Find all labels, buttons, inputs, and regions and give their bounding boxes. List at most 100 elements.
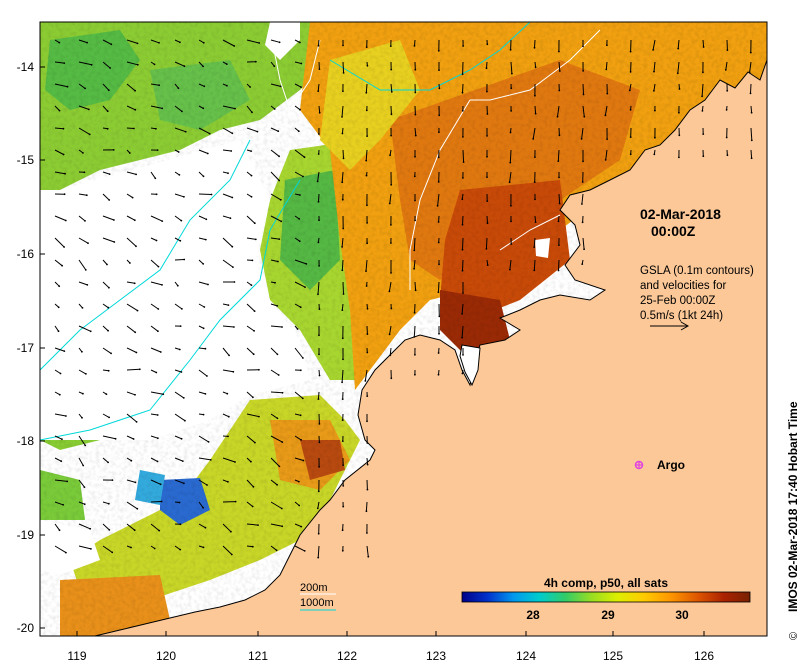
velocity-arrow: [126, 303, 138, 312]
velocity-arrow-head: [134, 331, 137, 334]
velocity-arrow-head: [388, 333, 391, 336]
velocity-arrow: [294, 281, 306, 288]
velocity-arrow: [270, 413, 278, 419]
velocity-arrow-head: [250, 284, 253, 286]
velocity-arrow: [294, 435, 302, 441]
velocity-arrow-head: [726, 89, 729, 92]
velocity-arrow: [532, 127, 536, 139]
velocity-arrow-head: [277, 374, 280, 376]
velocity-arrow-head: [318, 441, 321, 444]
velocity-arrow-head: [461, 198, 464, 201]
velocity-arrow: [222, 413, 230, 418]
velocity-arrow-head: [414, 219, 416, 222]
velocity-arrow-head: [725, 109, 728, 111]
velocity-arrow-head: [365, 285, 368, 287]
velocity-arrow-head: [653, 153, 656, 156]
contour-1000m: [329, 22, 531, 91]
velocity-arrow: [174, 237, 181, 242]
velocity-arrow: [102, 325, 109, 332]
velocity-arrow: [78, 127, 90, 135]
velocity-arrow-head: [532, 138, 535, 140]
velocity-arrow: [102, 369, 109, 372]
velocity-arrow-head: [204, 347, 207, 350]
velocity-arrow: [318, 39, 320, 46]
velocity-arrow-head: [533, 181, 536, 184]
velocity-arrow-head: [233, 281, 236, 283]
velocity-arrow-head: [202, 413, 205, 416]
velocity-arrow: [150, 105, 163, 109]
velocity-arrow-head: [155, 239, 158, 242]
velocity-arrow: [198, 149, 208, 154]
velocity-arrow: [54, 237, 65, 248]
velocity-arrow-head: [437, 181, 440, 183]
velocity-arrow-head: [341, 419, 344, 421]
velocity-arrow-head: [277, 130, 280, 133]
velocity-arrow: [54, 61, 65, 64]
velocity-arrow: [174, 303, 183, 310]
velocity-arrow-head: [389, 154, 391, 157]
velocity-arrow-head: [108, 173, 111, 176]
velocity-arrow-head: [582, 160, 584, 163]
velocity-arrow-head: [533, 46, 536, 49]
velocity-arrow-head: [156, 149, 159, 152]
velocity-arrow: [270, 457, 280, 467]
velocity-arrow-head: [318, 219, 320, 222]
velocity-arrow-head: [177, 151, 180, 153]
velocity-arrow-head: [436, 204, 439, 207]
velocity-arrow-head: [510, 243, 513, 245]
velocity-arrow: [270, 127, 279, 132]
velocity-arrow-head: [234, 107, 236, 110]
velocity-arrow-head: [178, 348, 181, 351]
velocity-arrow: [126, 281, 135, 284]
velocity-arrow-head: [582, 45, 584, 48]
velocity-arrow-head: [390, 307, 393, 310]
velocity-arrow-head: [161, 107, 164, 110]
velocity-arrow-head: [317, 556, 320, 559]
velocity-arrow-head: [258, 415, 260, 418]
velocity-arrow: [246, 435, 256, 443]
velocity-arrow-head: [110, 43, 113, 46]
velocity-arrow-head: [534, 198, 536, 201]
velocity-arrow-head: [63, 193, 66, 196]
velocity-arrow-head: [153, 547, 156, 550]
velocity-arrow-head: [231, 132, 234, 135]
velocity-arrow: [294, 105, 301, 111]
velocity-arrow-head: [676, 72, 679, 75]
velocity-arrow-head: [438, 69, 440, 71]
velocity-arrow-head: [629, 50, 632, 53]
velocity-arrow: [222, 127, 233, 134]
velocity-arrow: [150, 413, 158, 416]
velocity-arrow: [389, 325, 392, 335]
velocity-arrow-head: [133, 282, 136, 285]
velocity-arrow-head: [341, 269, 344, 272]
credit-text: IMOS 02-Mar-2018 17:40 Hobart Time: [786, 401, 800, 612]
gsla-line-2: and velocities for: [640, 280, 726, 292]
velocity-arrow-head: [461, 91, 464, 94]
velocity-arrow-head: [84, 269, 87, 271]
velocity-arrow-head: [280, 507, 283, 510]
velocity-arrow: [198, 347, 206, 350]
velocity-arrow-head: [58, 109, 61, 112]
velocity-arrow: [462, 149, 465, 163]
velocity-arrow: [150, 237, 157, 241]
velocity-arrow: [150, 39, 160, 44]
velocity-arrow-head: [155, 193, 158, 196]
velocity-arrow: [126, 215, 136, 221]
velocity-arrow: [150, 501, 162, 503]
velocity-arrow: [317, 171, 320, 182]
velocity-arrow-head: [437, 221, 440, 223]
velocity-arrow-head: [317, 44, 320, 47]
velocity-arrow: [294, 523, 302, 528]
gsla-line-3: 25-Feb 00:00Z: [640, 295, 715, 307]
velocity-arrow: [150, 479, 161, 485]
velocity-arrow-head: [366, 135, 368, 138]
velocity-arrow-head: [678, 156, 680, 159]
velocity-arrow-head: [367, 555, 370, 558]
velocity-arrow-head: [180, 437, 183, 440]
velocity-arrow-head: [153, 63, 156, 66]
velocity-arrow-head: [677, 47, 680, 50]
velocity-arrow-head: [161, 284, 163, 286]
velocity-arrow: [174, 391, 185, 399]
velocity-arrow-head: [210, 193, 213, 196]
velocity-arrow-head: [276, 305, 279, 307]
